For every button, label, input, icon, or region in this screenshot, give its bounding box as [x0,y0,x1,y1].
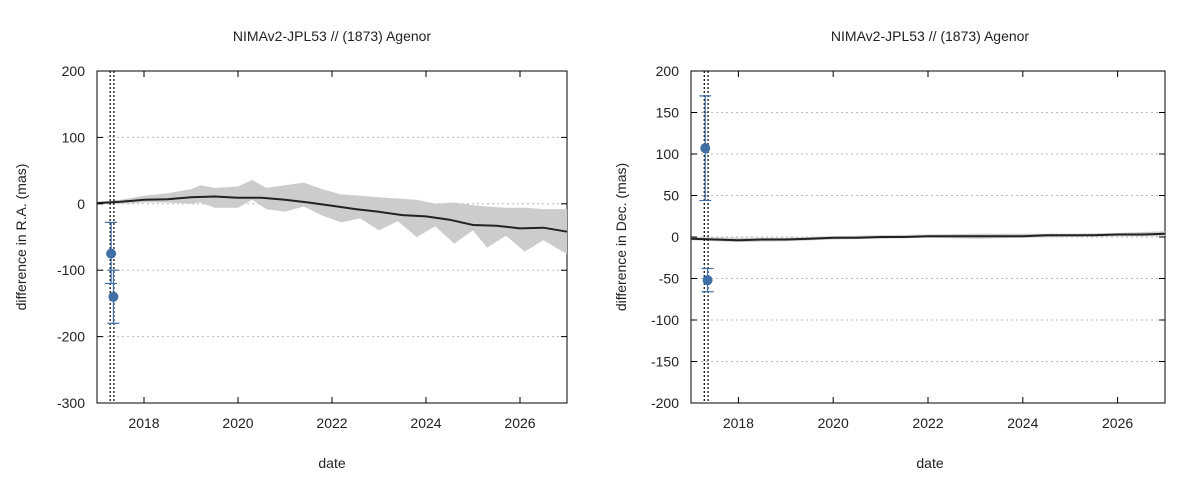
x-tick-label: 2018 [128,415,159,431]
x-tick-label: 2020 [818,415,849,431]
x-ticks: 2018 2020 2022 2024 2026 [723,71,1133,431]
y-tick-label: 100 [656,146,680,162]
y-tick-label: 100 [62,129,86,145]
data-point [108,291,119,302]
x-tick-label: 2024 [410,415,441,431]
y-axis-label: difference in Dec. (mas) [613,163,629,311]
error-bars [105,221,120,324]
y-tick-label: -300 [57,395,85,411]
y-tick-label: 50 [663,188,679,204]
x-tick-label: 2026 [1102,415,1133,431]
x-tick-label: 2024 [1007,415,1038,431]
y-ticks: -200 -150 -100 -50 0 50 100 150 200 [651,63,1165,411]
x-axis-label: date [916,455,943,471]
x-tick-label: 2022 [912,415,943,431]
data-point [700,143,711,154]
y-tick-label: -100 [651,312,679,328]
y-tick-label: -200 [651,395,679,411]
data-points [106,248,119,302]
x-tick-label: 2022 [316,415,347,431]
difference-line [96,195,568,233]
chart-dec: NIMAv2-JPL53 // (1873) Agenor 2018 2020 20… [613,28,1166,471]
x-tick-label: 2020 [222,415,253,431]
data-point [702,275,713,286]
y-tick-label: -100 [57,262,85,278]
y-tick-label: -150 [651,354,679,370]
y-tick-label: 0 [671,229,679,245]
chart-ra: NIMAv2-JPL53 // (1873) Agenor 2018 2020 20… [13,28,568,471]
data-point [106,248,117,259]
difference-line [690,232,1166,242]
y-tick-label: -200 [57,329,85,345]
uncertainty-band [97,179,567,255]
y-axis-label: difference in R.A. (mas) [13,164,29,311]
y-tick-label: 0 [77,196,85,212]
x-tick-label: 2018 [723,415,754,431]
y-tick-label: 200 [656,63,680,79]
x-axis-label: date [318,455,345,471]
plot-area [96,70,568,404]
chart-title: NIMAv2-JPL53 // (1873) Agenor [831,28,1030,44]
error-bars [699,95,714,293]
x-ticks: 2018 2020 2022 2024 2026 [128,71,536,431]
data-points [700,143,713,286]
plot-area [690,70,1166,404]
y-tick-label: 200 [62,63,86,79]
y-ticks: -300 -200 -100 0 100 200 [57,63,567,411]
chart-title: NIMAv2-JPL53 // (1873) Agenor [233,28,432,44]
y-tick-label: 150 [656,105,680,121]
y-tick-label: -50 [659,271,679,287]
x-tick-label: 2026 [504,415,535,431]
